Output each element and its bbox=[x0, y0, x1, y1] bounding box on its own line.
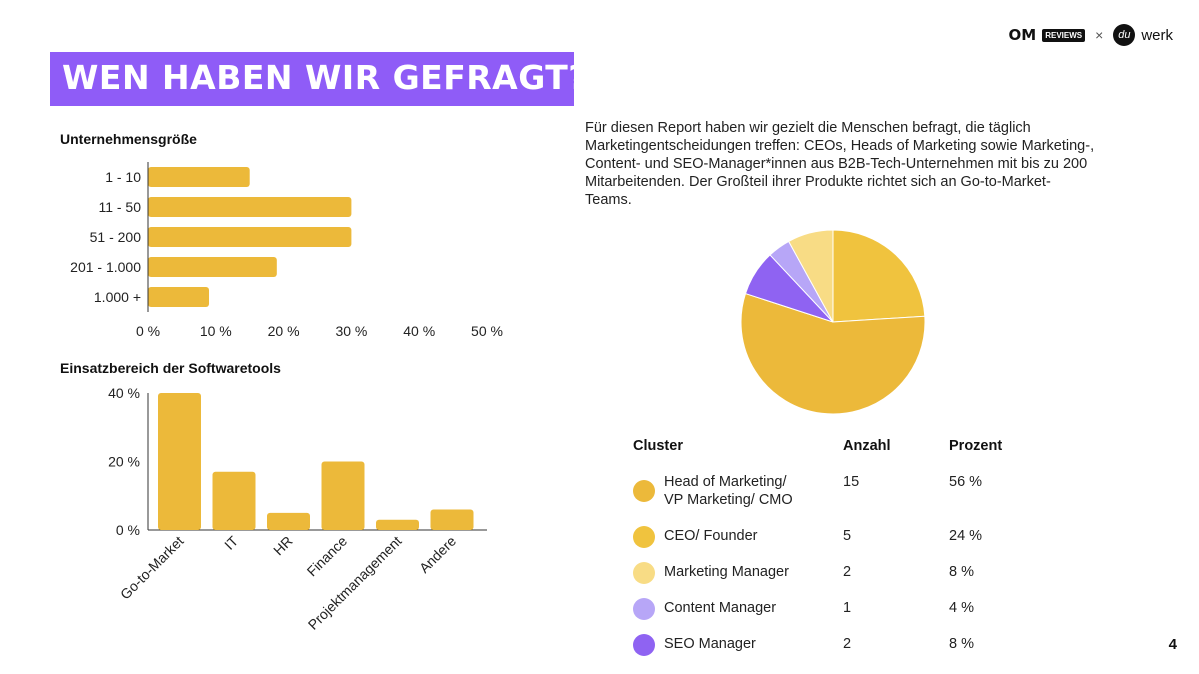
page-title: WEN HABEN WIR GEFRAGT? bbox=[62, 58, 588, 97]
bar bbox=[158, 393, 201, 530]
x-tick-label: 30 % bbox=[335, 323, 367, 339]
table-header-anzahl: Anzahl bbox=[843, 438, 891, 454]
cluster-percent: 8 % bbox=[949, 564, 974, 580]
title-banner: WEN HABEN WIR GEFRAGT? bbox=[50, 52, 587, 106]
y-tick-label: 1.000 + bbox=[94, 289, 141, 305]
omr-logo: OM bbox=[1008, 26, 1037, 44]
cluster-count: 2 bbox=[843, 564, 852, 580]
y-tick-label: 0 % bbox=[116, 522, 140, 538]
table-header-prozent: Prozent bbox=[949, 438, 1003, 454]
bar bbox=[148, 257, 277, 277]
legend-color-dot bbox=[633, 562, 655, 584]
x-tick-label: Finance bbox=[304, 533, 351, 580]
y-tick-label: 40 % bbox=[108, 385, 140, 401]
cluster-label: Marketing Manager bbox=[664, 564, 789, 580]
duwerk-logo-icon: du bbox=[1113, 24, 1136, 46]
brand-logo: OM REVIEWS × du werk bbox=[1009, 24, 1173, 46]
y-tick-label: 11 - 50 bbox=[98, 199, 141, 215]
bar bbox=[212, 471, 256, 530]
cluster-label: SEO Manager bbox=[664, 636, 756, 652]
table-header-cluster: Cluster bbox=[633, 438, 683, 454]
cluster-label: VP Marketing/ CMO bbox=[664, 492, 793, 508]
company-size-chart-title: Unternehmensgröße bbox=[60, 131, 197, 147]
x-tick-label: 10 % bbox=[200, 323, 232, 339]
cluster-count: 1 bbox=[843, 600, 852, 616]
y-tick-label: 51 - 200 bbox=[90, 229, 142, 245]
report-description: Für diesen Report haben wir gezielt die … bbox=[585, 120, 1095, 208]
x-tick-label: Andere bbox=[416, 533, 459, 576]
cluster-count: 5 bbox=[843, 528, 852, 544]
cluster-percent: 4 % bbox=[949, 600, 974, 616]
bar bbox=[267, 512, 310, 530]
cluster-percent: 24 % bbox=[949, 528, 983, 544]
bar bbox=[148, 167, 250, 187]
legend-color-dot bbox=[633, 480, 655, 502]
times-symbol: × bbox=[1095, 27, 1104, 43]
legend-color-dot bbox=[633, 598, 655, 620]
x-tick-label: Projektmanagement bbox=[305, 533, 405, 633]
cluster-count: 2 bbox=[843, 636, 852, 652]
x-tick-label: 50 % bbox=[471, 323, 503, 339]
pie-slice bbox=[787, 229, 834, 323]
cluster-percent: 8 % bbox=[949, 636, 974, 652]
x-tick-label: HR bbox=[270, 533, 296, 559]
x-tick-label: 0 % bbox=[136, 323, 160, 339]
company-size-chart: 1 - 10 11 - 50 51 - 200 201 - 1.000 1.000 + 0… bbox=[70, 162, 503, 339]
y-tick-label: 201 - 1.000 bbox=[70, 259, 141, 275]
page-number: 4 bbox=[1168, 636, 1177, 653]
cluster-label: Head of Marketing/ bbox=[664, 474, 787, 490]
bar bbox=[430, 509, 474, 530]
pie-slice bbox=[832, 229, 926, 323]
bar bbox=[148, 227, 352, 247]
x-tick-label: 20 % bbox=[268, 323, 300, 339]
software-area-chart: 0 % 20 % 40 % Go-to-Market IT HR FinanceProjek… bbox=[108, 385, 487, 633]
y-tick-label: 20 % bbox=[108, 454, 140, 470]
x-tick-label: IT bbox=[221, 532, 241, 552]
legend-color-dot bbox=[633, 526, 655, 548]
x-tick-label: 40 % bbox=[403, 323, 435, 339]
bar bbox=[148, 287, 210, 307]
cluster-label: CEO/ Founder bbox=[664, 528, 758, 544]
cluster-label: Content Manager bbox=[664, 600, 777, 616]
bar bbox=[148, 197, 352, 217]
cluster-count: 15 bbox=[843, 474, 860, 490]
reviews-badge: REVIEWS bbox=[1042, 28, 1086, 42]
cluster-pie-chart bbox=[740, 229, 926, 415]
pie-slice bbox=[740, 292, 926, 415]
software-area-chart-title: Einsatzbereich der Softwaretools bbox=[60, 360, 281, 376]
y-tick-label: 1 - 10 bbox=[105, 169, 141, 185]
duwerk-logo-text: werk bbox=[1141, 26, 1173, 44]
cluster-percent: 56 % bbox=[949, 474, 983, 490]
legend-color-dot bbox=[633, 634, 655, 656]
bar bbox=[376, 519, 419, 530]
x-tick-label: Go-to-Market bbox=[117, 533, 187, 603]
bar bbox=[321, 461, 365, 530]
